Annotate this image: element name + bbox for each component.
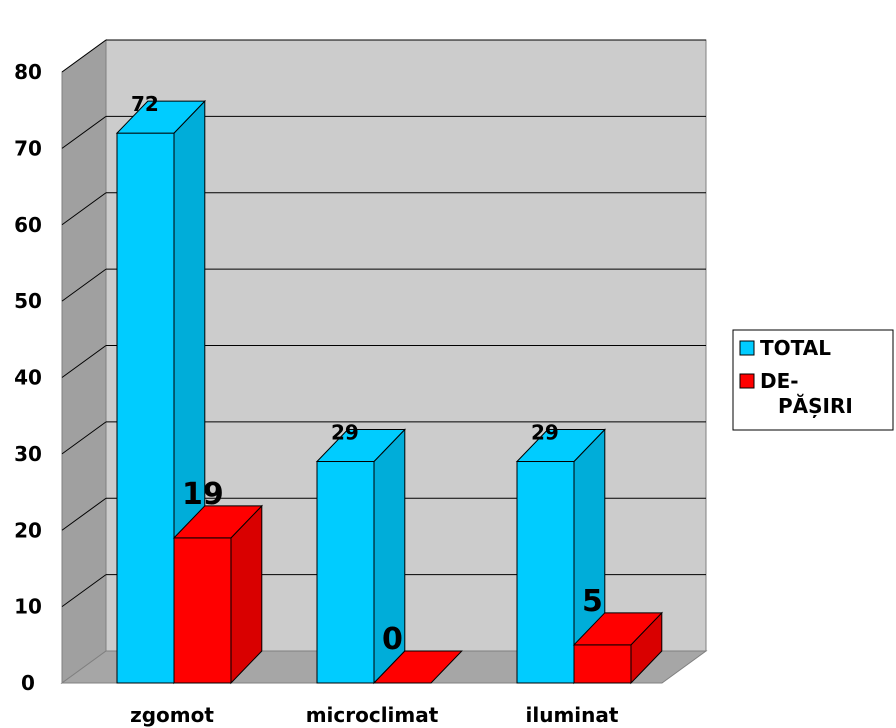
data-label: 72 [131, 92, 159, 116]
gridline-side [61, 421, 107, 455]
x-category-label: zgomot [130, 703, 214, 727]
gridline-side [61, 39, 107, 73]
bar-top [172, 505, 263, 539]
data-label: 19 [182, 477, 224, 512]
bar-de--pășiri-iluminat [572, 611, 663, 685]
legend-label: PĂȘIRI [778, 394, 853, 418]
bar-front [516, 461, 575, 684]
bar-top [315, 429, 406, 463]
x-category-label: microclimat [306, 703, 439, 727]
legend-label: TOTAL [760, 336, 831, 360]
legend-swatch [739, 340, 755, 356]
bar-de--pășiri-zgomot [172, 504, 263, 685]
y-tick-label: 30 [14, 442, 42, 466]
gridline-side [61, 115, 107, 149]
data-label: 5 [582, 584, 603, 619]
data-label: 29 [331, 421, 359, 445]
bar-front [573, 644, 632, 684]
data-label: 29 [531, 421, 559, 445]
legend-swatch [739, 373, 755, 389]
bar-total-microclimat [315, 428, 406, 685]
bar-front [116, 132, 175, 684]
legend: TOTAL DE-PĂȘIRI [732, 329, 894, 431]
bar-top [115, 100, 206, 134]
bar-top [572, 612, 663, 646]
legend-label: DE- [760, 369, 799, 393]
gridline-side [61, 497, 107, 531]
y-tick-label: 50 [14, 289, 42, 313]
legend-box [732, 329, 894, 431]
y-tick-label: 60 [14, 213, 42, 237]
x-axis-categories: zgomot microclimat iluminat [130, 703, 619, 727]
y-tick-label: 10 [14, 595, 42, 619]
bar-top [372, 650, 463, 684]
gridline-side [61, 192, 107, 226]
gridline-side [61, 574, 107, 608]
bar-de--pășiri-microclimat [372, 650, 463, 684]
bar-front [173, 537, 232, 684]
y-tick-label: 20 [14, 518, 42, 542]
y-tick-label: 0 [21, 671, 35, 695]
y-tick-label: 40 [14, 366, 42, 390]
data-label: 0 [382, 622, 403, 657]
x-category-label: iluminat [526, 703, 619, 727]
y-tick-label: 80 [14, 60, 42, 84]
bar-total-iluminat [515, 428, 606, 685]
bar-top [515, 429, 606, 463]
gridline-side [61, 345, 107, 378]
y-tick-label: 70 [14, 136, 42, 160]
bars [115, 99, 663, 685]
y-axis-ticks: 0 10 20 30 40 50 60 70 80 [14, 60, 42, 695]
bar-front [316, 461, 375, 684]
gridline-side [61, 268, 107, 302]
data-labels: 72 19 29 0 29 5 [131, 92, 603, 657]
